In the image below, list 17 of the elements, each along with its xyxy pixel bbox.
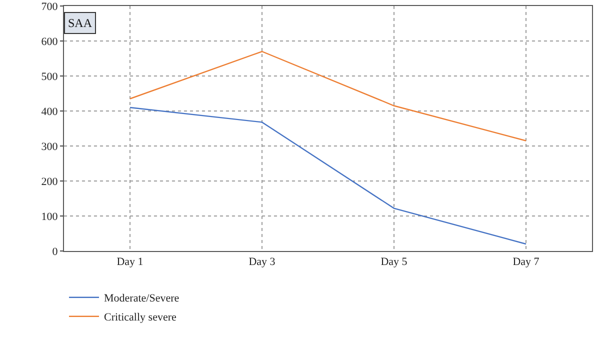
y-tick-label: 0 xyxy=(52,246,58,258)
x-tick-label: Day 3 xyxy=(248,256,276,268)
y-tick-label: 100 xyxy=(41,210,58,223)
y-axis-title: SAA xyxy=(68,16,92,30)
y-tick-label: 500 xyxy=(41,70,58,83)
y-tick-label: 700 xyxy=(41,0,58,13)
line-series xyxy=(129,50,527,142)
legend-label: Moderate/Severe xyxy=(104,292,180,305)
legend-label: Critically severe xyxy=(104,312,177,324)
x-tick-label: Day 1 xyxy=(116,256,144,268)
x-tick-label: Day 7 xyxy=(512,256,540,268)
y-tick-label: 600 xyxy=(41,36,58,48)
x-tick-label: Day 5 xyxy=(380,256,408,268)
y-tick-label: 300 xyxy=(41,140,58,153)
line-series xyxy=(129,106,527,245)
y-tick-label: 400 xyxy=(41,106,58,118)
y-tick-label: 200 xyxy=(41,176,58,188)
